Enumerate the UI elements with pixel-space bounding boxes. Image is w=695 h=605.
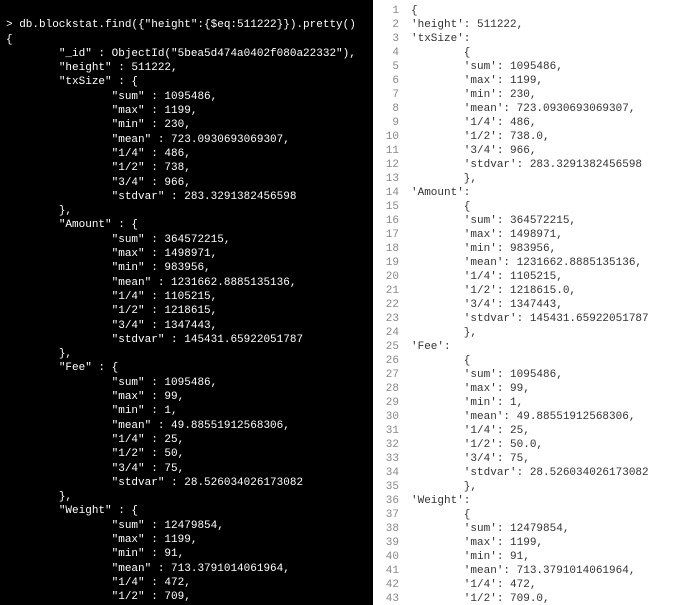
txsize-q2: "1/2" : 738, [112, 162, 191, 174]
fee-min: "min" : 1, [112, 405, 178, 417]
amount-mean: "mean" : 1231662.8885135136, [112, 277, 297, 289]
txsize-q3: "3/4" : 966, [112, 177, 191, 189]
txsize-mean: "mean" : 723.0930693069307, [112, 134, 290, 146]
line-number: 40 [373, 550, 399, 564]
amount-close: }, [59, 348, 72, 360]
line-number: 11 [373, 144, 399, 158]
amount-stdvar: "stdvar" : 145431.65922051787 [112, 334, 303, 346]
line-number: 4 [373, 46, 399, 60]
line-number: 27 [373, 368, 399, 382]
weight-mean: "mean" : 713.3791014061964, [112, 563, 290, 575]
line-number: 21 [373, 284, 399, 298]
terminal-output: > db.blockstat.find({"height":{$eq:51122… [0, 0, 373, 605]
line-number: 41 [373, 564, 399, 578]
line-number: 39 [373, 536, 399, 550]
line-number: 16 [373, 214, 399, 228]
amount-q1: "1/4" : 1105215, [112, 291, 218, 303]
fee-q1: "1/4" : 25, [112, 434, 185, 446]
line-number: 18 [373, 242, 399, 256]
line-number: 42 [373, 578, 399, 592]
fee-header: "Fee" : { [59, 362, 118, 374]
line-number: 36 [373, 494, 399, 508]
fee-q2: "1/2" : 50, [112, 448, 185, 460]
line-number-gutter: 1234567891011121314151617181920212223242… [373, 0, 405, 605]
weight-max: "max" : 1199, [112, 534, 198, 546]
line-number: 10 [373, 130, 399, 144]
line-number: 8 [373, 102, 399, 116]
line-number: 30 [373, 410, 399, 424]
line-number: 25 [373, 340, 399, 354]
txsize-q1: "1/4" : 486, [112, 148, 191, 160]
line-number: 38 [373, 522, 399, 536]
weight-header: "Weight" : { [59, 505, 138, 517]
txsize-min: "min" : 230, [112, 119, 191, 131]
line-number: 5 [373, 60, 399, 74]
line-number: 29 [373, 396, 399, 410]
line-number: 20 [373, 270, 399, 284]
txsize-stdvar: "stdvar" : 283.3291382456598 [112, 191, 297, 203]
open-brace: { [6, 34, 13, 46]
amount-min: "min" : 983956, [112, 262, 211, 274]
line-number: 19 [373, 256, 399, 270]
line-number: 15 [373, 200, 399, 214]
id-line: "_id" : ObjectId("5bea5d474a0402f080a223… [59, 48, 356, 60]
weight-q1: "1/4" : 472, [112, 577, 191, 589]
line-number: 9 [373, 116, 399, 130]
weight-sum: "sum" : 12479854, [112, 520, 224, 532]
line-number: 31 [373, 424, 399, 438]
line-number: 6 [373, 74, 399, 88]
weight-q2: "1/2" : 709, [112, 591, 191, 603]
line-number: 12 [373, 158, 399, 172]
line-number: 13 [373, 172, 399, 186]
txsize-max: "max" : 1199, [112, 105, 198, 117]
txsize-header: "txSize" : { [59, 76, 138, 88]
line-number: 14 [373, 186, 399, 200]
line-number: 37 [373, 508, 399, 522]
weight-min: "min" : 91, [112, 548, 185, 560]
txsize-close: }, [59, 205, 72, 217]
line-number: 33 [373, 452, 399, 466]
fee-close: }, [59, 491, 72, 503]
line-number: 34 [373, 466, 399, 480]
line-number: 23 [373, 312, 399, 326]
line-number: 43 [373, 592, 399, 605]
amount-q2: "1/2" : 1218615, [112, 305, 218, 317]
fee-sum: "sum" : 1095486, [112, 377, 218, 389]
line-number: 7 [373, 88, 399, 102]
amount-sum: "sum" : 364572215, [112, 234, 231, 246]
line-number: 1 [373, 4, 399, 18]
command-line: > db.blockstat.find({"height":{$eq:51122… [6, 19, 356, 31]
amount-max: "max" : 1498971, [112, 248, 218, 260]
line-number: 26 [373, 354, 399, 368]
editor-pane: 1234567891011121314151617181920212223242… [373, 0, 695, 605]
fee-mean: "mean" : 49.88551912568306, [112, 420, 290, 432]
line-number: 22 [373, 298, 399, 312]
line-number: 3 [373, 32, 399, 46]
txsize-sum: "sum" : 1095486, [112, 91, 218, 103]
line-number: 32 [373, 438, 399, 452]
editor-code[interactable]: { 'height': 511222, 'txSize': { 'sum': 1… [405, 0, 695, 605]
fee-stdvar: "stdvar" : 28.526034026173082 [112, 477, 303, 489]
line-number: 35 [373, 480, 399, 494]
height-line: "height" : 511222, [59, 62, 178, 74]
line-number: 2 [373, 18, 399, 32]
fee-max: "max" : 99, [112, 391, 185, 403]
amount-q3: "3/4" : 1347443, [112, 320, 218, 332]
fee-q3: "3/4" : 75, [112, 463, 185, 475]
line-number: 17 [373, 228, 399, 242]
amount-header: "Amount" : { [59, 219, 138, 231]
line-number: 28 [373, 382, 399, 396]
line-number: 24 [373, 326, 399, 340]
